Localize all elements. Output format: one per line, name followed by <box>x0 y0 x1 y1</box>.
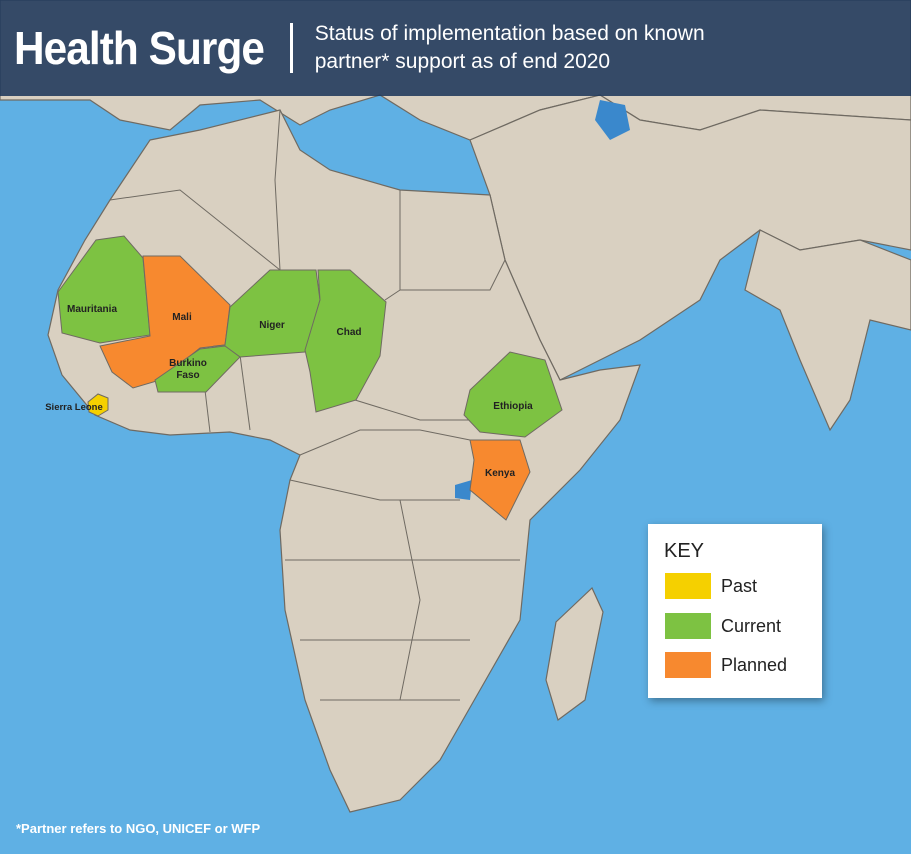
label-burkina-line-1: Burkino <box>169 358 207 369</box>
label-burkina-faso: Burkino Faso <box>169 358 207 382</box>
header-banner: Health Surge Status of implementation ba… <box>0 0 911 96</box>
legend-item-current: Current <box>665 613 781 639</box>
legend-label-planned: Planned <box>721 654 788 675</box>
header-divider <box>289 23 293 73</box>
country-kenya[interactable] <box>469 439 531 521</box>
caspian-sea <box>595 100 630 140</box>
label-ethiopia: Ethiopia <box>493 401 533 412</box>
india-landmass <box>744 229 911 432</box>
legend-swatch-past <box>665 573 711 599</box>
country-sierra-leone[interactable] <box>87 393 109 417</box>
country-ethiopia[interactable] <box>463 351 563 438</box>
country-borders <box>109 109 520 701</box>
madagascar <box>545 586 604 721</box>
legend-swatch-current <box>665 613 711 639</box>
label-mauritania: Mauritania <box>66 304 118 315</box>
map-legend: KEY Past Current Planned <box>648 524 822 698</box>
label-mali: Mali <box>172 312 192 323</box>
legend-label-past: Past <box>721 575 758 596</box>
label-niger: Niger <box>259 320 285 331</box>
label-kenya: Kenya <box>484 468 516 479</box>
legend-item-past: Past <box>665 573 757 599</box>
legend-item-planned: Planned <box>665 652 787 678</box>
legend-label-current: Current <box>721 615 782 636</box>
subtitle-line-1: Status of implementation based on known <box>314 22 705 45</box>
subtitle-line-2: partner* support as of end 2020 <box>314 50 611 73</box>
legend-swatch-planned <box>665 652 711 678</box>
country-burkina-faso[interactable] <box>154 345 241 393</box>
label-chad: Chad <box>336 327 362 338</box>
footnote: *Partner refers to NGO, UNICEF or WFP <box>16 821 261 836</box>
label-sierra-leone: Sierra Leone <box>45 402 103 413</box>
legend-title: KEY <box>664 540 705 562</box>
lake-victoria <box>455 480 472 500</box>
country-chad[interactable] <box>304 269 387 413</box>
page-title: Health Surge <box>14 22 265 74</box>
country-mauritania[interactable] <box>57 235 151 344</box>
page-subtitle: Status of implementation based on known … <box>315 20 705 76</box>
label-burkina-line-2: Faso <box>176 370 200 381</box>
